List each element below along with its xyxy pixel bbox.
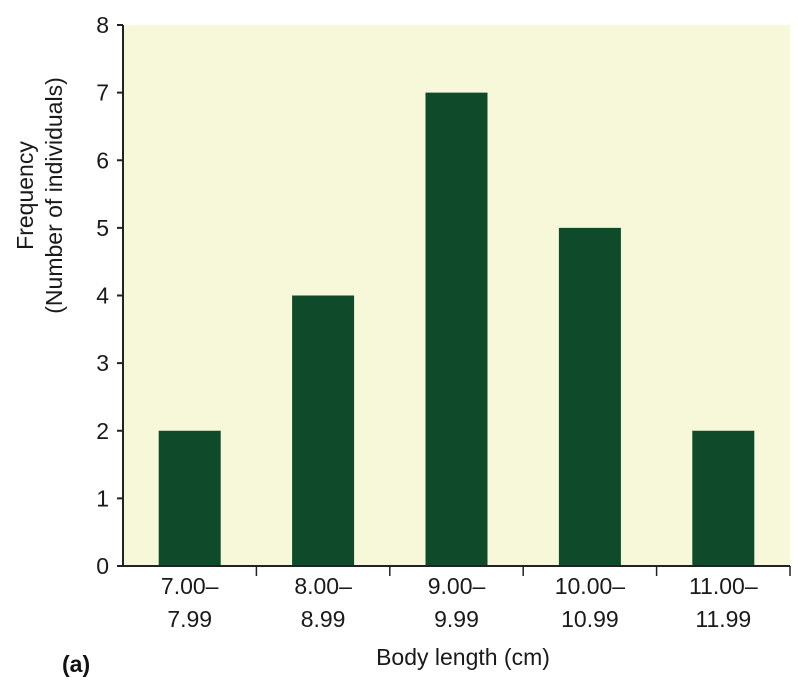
x-category-label: 9.00–	[428, 573, 486, 599]
x-category-label: 7.99	[167, 606, 212, 632]
y-tick-label: 0	[96, 553, 109, 579]
y-tick-label: 3	[96, 350, 109, 376]
y-tick-label: 6	[96, 147, 109, 173]
y-tick-label: 5	[96, 215, 109, 241]
bar	[558, 227, 621, 566]
x-category-label: 7.00–	[161, 573, 219, 599]
y-ticks: 0 1 2 3 4 5 6 7 8	[96, 12, 123, 579]
x-category-label: 8.99	[301, 606, 346, 632]
x-tick-labels: 7.00– 7.99 8.00– 8.99 9.00– 9.99 10.00– 10.99 11…	[161, 566, 791, 632]
bars	[158, 92, 755, 566]
x-category-label: 11.00–	[689, 573, 758, 599]
bar	[425, 92, 488, 566]
panel-label: (a)	[62, 651, 90, 677]
x-category-label: 11.99	[695, 606, 751, 632]
y-tick-label: 2	[96, 418, 109, 444]
y-tick-label: 8	[96, 12, 109, 38]
y-tick-label: 4	[96, 283, 109, 309]
bar	[292, 295, 355, 566]
x-category-label: 10.99	[561, 606, 619, 632]
bar	[692, 430, 755, 566]
x-category-label: 8.00–	[294, 573, 352, 599]
y-axis-title-line-2: (Number of individuals)	[41, 77, 67, 313]
bar	[158, 430, 221, 566]
y-axis-title-line-1: Frequency	[12, 141, 38, 250]
x-axis-title: Body length (cm)	[376, 644, 550, 670]
y-tick-label: 1	[96, 485, 109, 511]
y-tick-label: 7	[96, 80, 109, 106]
x-category-label: 10.00–	[555, 573, 626, 599]
x-category-label: 9.99	[434, 606, 479, 632]
